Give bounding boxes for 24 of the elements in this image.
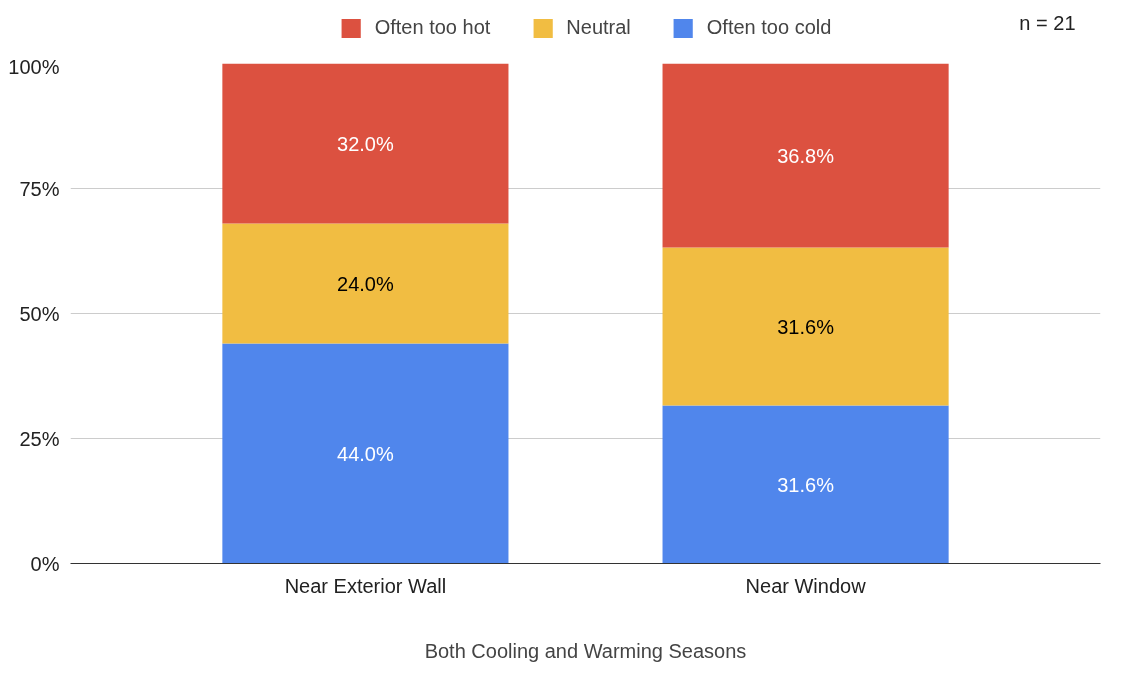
x-tick-label: Near Window	[745, 574, 867, 597]
bar	[662, 247, 949, 406]
text: n = 21	[1019, 11, 1076, 34]
y-tick-label: 25%	[19, 427, 60, 450]
data-label: 44.0%	[337, 442, 394, 465]
data-label: 31.6%	[777, 473, 835, 496]
y-tick-label: 75%	[19, 177, 60, 200]
data-label: 36.8%	[777, 144, 835, 167]
bar	[662, 63, 949, 248]
x-axis-title: Both Cooling and Warming Seasons	[424, 639, 747, 662]
bar	[662, 405, 949, 564]
legend-label: Neutral	[566, 16, 631, 39]
bar	[222, 223, 509, 344]
data-label: 24.0%	[337, 272, 394, 295]
x-tick-label: Near Exterior Wall	[284, 574, 447, 597]
bar	[222, 343, 509, 564]
y-tick-label: 0%	[30, 552, 60, 575]
data-label: 31.6%	[777, 315, 835, 338]
y-tick-label: 50%	[19, 302, 60, 325]
legend-label: Often too hot	[374, 16, 491, 39]
data-label: 32.0%	[337, 132, 394, 155]
y-tick-label: 100%	[8, 55, 60, 78]
legend-label: Often too cold	[706, 16, 832, 39]
bar	[222, 63, 509, 224]
